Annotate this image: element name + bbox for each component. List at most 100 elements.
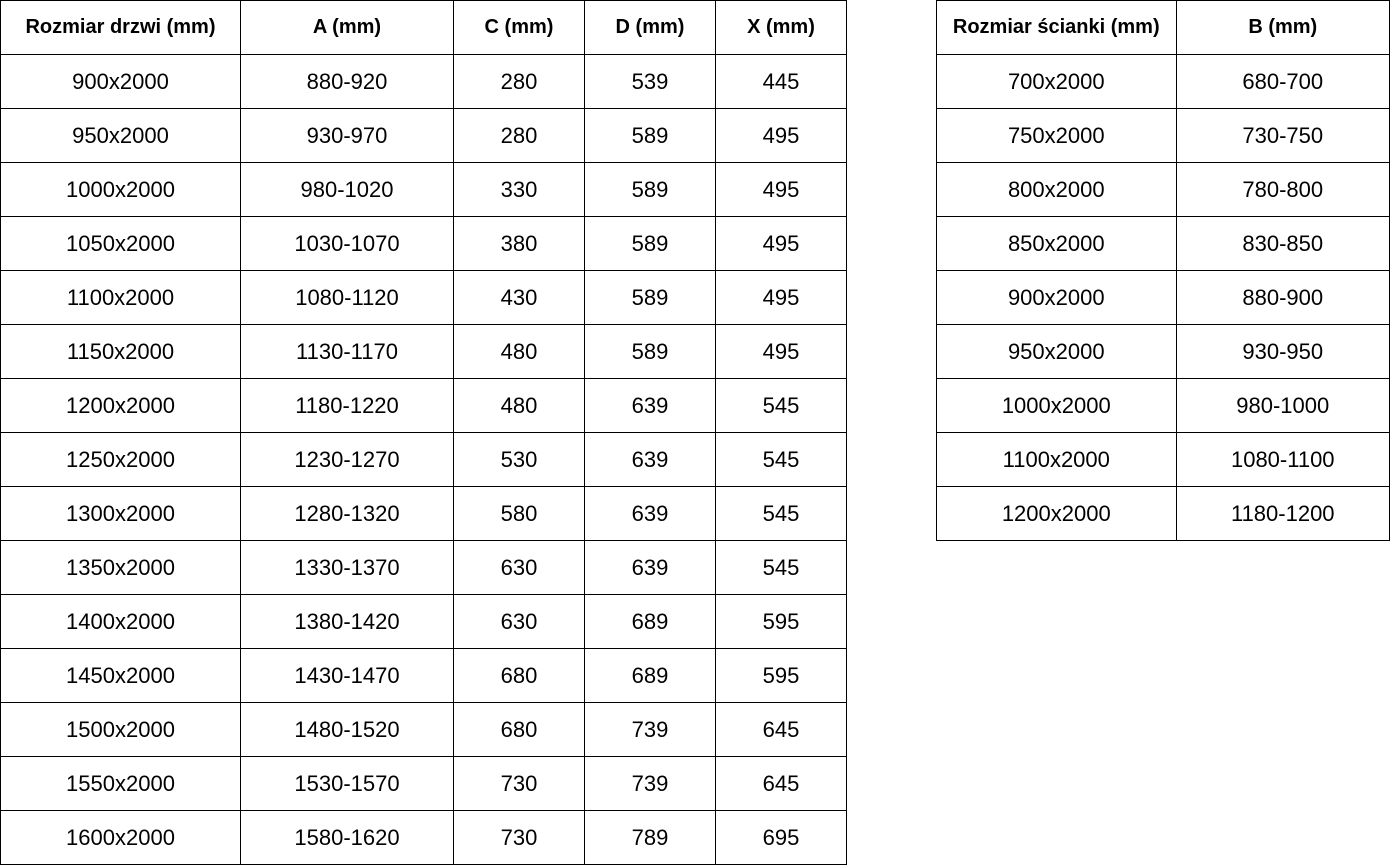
table-cell: 680 bbox=[453, 702, 585, 757]
table-cell: 480 bbox=[453, 378, 585, 433]
table-cell: 900x2000 bbox=[936, 270, 1177, 325]
column-header: B (mm) bbox=[1175, 0, 1390, 55]
table-cell: 1000x2000 bbox=[0, 162, 241, 217]
table-cell: 1100x2000 bbox=[0, 270, 241, 325]
table-cell: 280 bbox=[453, 54, 585, 109]
column-header: A (mm) bbox=[240, 0, 454, 55]
table-cell: 739 bbox=[584, 702, 716, 757]
table-row: 800x2000 780-800 bbox=[936, 162, 1390, 217]
table-cell: 1380-1420 bbox=[240, 594, 454, 649]
table-row: 900x2000 880-900 bbox=[936, 270, 1390, 325]
table-cell: 1480-1520 bbox=[240, 702, 454, 757]
table-cell: 789 bbox=[584, 810, 716, 865]
table-row: 1200x2000 1180-1200 bbox=[936, 486, 1390, 541]
table-cell: 1080-1100 bbox=[1175, 432, 1390, 487]
table-cell: 930-970 bbox=[240, 108, 454, 163]
table-cell: 1130-1170 bbox=[240, 324, 454, 379]
table-cell: 950x2000 bbox=[936, 324, 1177, 379]
table-cell: 1200x2000 bbox=[0, 378, 241, 433]
table-cell: 1550x2000 bbox=[0, 756, 241, 811]
table-cell: 1600x2000 bbox=[0, 810, 241, 865]
table-cell: 1000x2000 bbox=[936, 378, 1177, 433]
table-row: 1200x2000 1180-1220 480 639 545 bbox=[0, 378, 847, 433]
column-header: Rozmiar ścianki (mm) bbox=[936, 0, 1177, 55]
door-size-table: Rozmiar drzwi (mm) A (mm) C (mm) D (mm) X (m… bbox=[0, 0, 847, 865]
table-cell: 1350x2000 bbox=[0, 540, 241, 595]
table-cell: 880-900 bbox=[1175, 270, 1390, 325]
table-cell: 930-950 bbox=[1175, 324, 1390, 379]
column-header: X (mm) bbox=[715, 0, 847, 55]
table-cell: 1280-1320 bbox=[240, 486, 454, 541]
table-cell: 645 bbox=[715, 702, 847, 757]
table-cell: 1230-1270 bbox=[240, 432, 454, 487]
table-cell: 545 bbox=[715, 486, 847, 541]
table-row: 750x2000 730-750 bbox=[936, 108, 1390, 163]
table-cell: 730-750 bbox=[1175, 108, 1390, 163]
table-cell: 1030-1070 bbox=[240, 216, 454, 271]
table-cell: 1500x2000 bbox=[0, 702, 241, 757]
table-cell: 639 bbox=[584, 378, 716, 433]
wall-table-body: 700x2000 680-700 750x2000 730-750 800x2000 78… bbox=[936, 54, 1390, 541]
table-cell: 639 bbox=[584, 432, 716, 487]
table-row: 1100x2000 1080-1120 430 589 495 bbox=[0, 270, 847, 325]
table-cell: 700x2000 bbox=[936, 54, 1177, 109]
table-cell: 1150x2000 bbox=[0, 324, 241, 379]
table-row: 1250x2000 1230-1270 530 639 545 bbox=[0, 432, 847, 487]
table-cell: 800x2000 bbox=[936, 162, 1177, 217]
table-cell: 589 bbox=[584, 270, 716, 325]
table-cell: 530 bbox=[453, 432, 585, 487]
table-cell: 730 bbox=[453, 810, 585, 865]
table-cell: 680-700 bbox=[1175, 54, 1390, 109]
column-header: C (mm) bbox=[453, 0, 585, 55]
table-cell: 430 bbox=[453, 270, 585, 325]
table-cell: 1450x2000 bbox=[0, 648, 241, 703]
table-cell: 545 bbox=[715, 540, 847, 595]
table-cell: 1050x2000 bbox=[0, 216, 241, 271]
table-row: 1600x2000 1580-1620 730 789 695 bbox=[0, 810, 847, 865]
wall-size-table: Rozmiar ścianki (mm) B (mm) 700x2000 680-7… bbox=[936, 0, 1390, 541]
table-row: 1150x2000 1130-1170 480 589 495 bbox=[0, 324, 847, 379]
table-cell: 495 bbox=[715, 108, 847, 163]
table-cell: 830-850 bbox=[1175, 216, 1390, 271]
table-cell: 580 bbox=[453, 486, 585, 541]
table-cell: 680 bbox=[453, 648, 585, 703]
table-row: 1000x2000 980-1020 330 589 495 bbox=[0, 162, 847, 217]
column-header: D (mm) bbox=[584, 0, 716, 55]
table-cell: 495 bbox=[715, 216, 847, 271]
table-row: 950x2000 930-950 bbox=[936, 324, 1390, 379]
table-cell: 589 bbox=[584, 216, 716, 271]
table-cell: 1300x2000 bbox=[0, 486, 241, 541]
table-cell: 1250x2000 bbox=[0, 432, 241, 487]
table-cell: 1430-1470 bbox=[240, 648, 454, 703]
table-cell: 1580-1620 bbox=[240, 810, 454, 865]
table-cell: 639 bbox=[584, 540, 716, 595]
table-cell: 595 bbox=[715, 648, 847, 703]
table-cell: 880-920 bbox=[240, 54, 454, 109]
table-cell: 980-1020 bbox=[240, 162, 454, 217]
table-cell: 589 bbox=[584, 162, 716, 217]
table-cell: 589 bbox=[584, 324, 716, 379]
table-cell: 850x2000 bbox=[936, 216, 1177, 271]
table-cell: 280 bbox=[453, 108, 585, 163]
table-cell: 1180-1200 bbox=[1175, 486, 1390, 541]
table-cell: 695 bbox=[715, 810, 847, 865]
table-cell: 689 bbox=[584, 594, 716, 649]
table-cell: 739 bbox=[584, 756, 716, 811]
table-row: 850x2000 830-850 bbox=[936, 216, 1390, 271]
wall-table-header: Rozmiar ścianki (mm) B (mm) bbox=[936, 0, 1390, 55]
table-cell: 445 bbox=[715, 54, 847, 109]
table-row: 1400x2000 1380-1420 630 689 595 bbox=[0, 594, 847, 649]
table-row: 1050x2000 1030-1070 380 589 495 bbox=[0, 216, 847, 271]
table-cell: 630 bbox=[453, 594, 585, 649]
table-cell: 1100x2000 bbox=[936, 432, 1177, 487]
table-cell: 1530-1570 bbox=[240, 756, 454, 811]
table-cell: 689 bbox=[584, 648, 716, 703]
table-row: 1450x2000 1430-1470 680 689 595 bbox=[0, 648, 847, 703]
table-cell: 380 bbox=[453, 216, 585, 271]
table-cell: 1200x2000 bbox=[936, 486, 1177, 541]
table-cell: 495 bbox=[715, 162, 847, 217]
table-cell: 900x2000 bbox=[0, 54, 241, 109]
table-row: 1550x2000 1530-1570 730 739 645 bbox=[0, 756, 847, 811]
door-table-header: Rozmiar drzwi (mm) A (mm) C (mm) D (mm) X (m… bbox=[0, 0, 847, 55]
table-cell: 950x2000 bbox=[0, 108, 241, 163]
